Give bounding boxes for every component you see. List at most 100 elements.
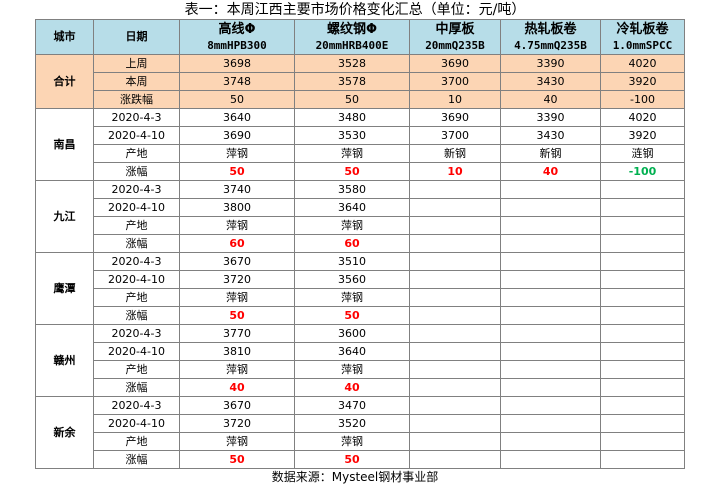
table-row: 产地 萍钢 萍钢 xyxy=(36,216,685,235)
summary-value: 3748 xyxy=(179,72,295,91)
price-value: 3670 xyxy=(179,396,295,415)
change-value: 40 xyxy=(500,162,601,181)
price-value: 3690 xyxy=(179,126,295,145)
price-value xyxy=(600,414,685,433)
row-label: 2020-4-3 xyxy=(93,324,180,343)
price-value: 萍钢 xyxy=(179,216,295,235)
price-value: 3530 xyxy=(294,126,410,145)
price-value: 3640 xyxy=(294,198,410,217)
price-value xyxy=(500,396,601,415)
price-value: 3520 xyxy=(294,414,410,433)
price-value xyxy=(500,432,601,451)
row-label: 涨幅 xyxy=(93,450,180,469)
price-value: 3390 xyxy=(500,108,601,127)
table-row: 产地 萍钢 萍钢 新钢 新钢 涟钢 xyxy=(36,144,685,163)
header-product-1: 高线Φ 8mmHPB300 xyxy=(179,19,295,55)
table-row: 2020-4-10 3690 3530 3700 3430 3920 xyxy=(36,126,685,145)
table-row: 新余 2020-4-3 3670 3470 xyxy=(35,396,685,469)
price-value: 萍钢 xyxy=(294,360,410,379)
table-row: 涨幅 50 50 xyxy=(36,306,685,325)
table-row: 2020-4-10 3810 3640 xyxy=(36,342,685,361)
row-label: 2020-4-3 xyxy=(93,396,180,415)
price-value: 3470 xyxy=(294,396,410,415)
summary-label: 合计 xyxy=(35,54,94,109)
table-row: 产地 萍钢 萍钢 xyxy=(36,288,685,307)
price-value: 新钢 xyxy=(500,144,601,163)
change-value xyxy=(409,450,501,469)
price-value xyxy=(500,414,601,433)
price-value: 3580 xyxy=(294,180,410,199)
change-value: 50 xyxy=(179,450,295,469)
header-date: 日期 xyxy=(93,19,180,55)
summary-value: 3920 xyxy=(600,72,685,91)
change-value: 50 xyxy=(179,306,295,325)
table-row: 2020-4-10 3800 3640 xyxy=(36,198,685,217)
table-row: 产地 萍钢 萍钢 xyxy=(36,360,685,379)
price-value xyxy=(409,360,501,379)
change-value xyxy=(600,378,685,397)
table-row: 涨幅 40 40 xyxy=(36,378,685,397)
price-value: 新钢 xyxy=(409,144,501,163)
change-value xyxy=(500,450,601,469)
price-value: 3640 xyxy=(179,108,295,127)
price-value xyxy=(500,342,601,361)
table-row: 南昌 2020-4-3 3640 3480 3690 3390 4020 xyxy=(35,108,685,181)
header-product-4: 热轧板卷 4.75mmQ235B xyxy=(500,19,601,55)
price-value xyxy=(500,270,601,289)
header-product-5: 冷轧板卷 1.0mmSPCC xyxy=(600,19,685,55)
row-label: 产地 xyxy=(93,216,180,235)
price-value: 3720 xyxy=(179,270,295,289)
row-label: 涨幅 xyxy=(93,306,180,325)
price-value: 3670 xyxy=(179,252,295,271)
summary-value: 10 xyxy=(409,90,501,109)
product-spec: 20mmHRB400E xyxy=(315,38,389,52)
row-label: 2020-4-3 xyxy=(93,180,180,199)
price-value: 4020 xyxy=(600,108,685,127)
row-label: 涨跌幅 xyxy=(93,90,180,109)
change-value: 50 xyxy=(294,450,410,469)
table-row: 产地 萍钢 萍钢 xyxy=(36,432,685,451)
table-row: 2020-4-10 3720 3520 xyxy=(36,414,685,433)
price-value xyxy=(409,198,501,217)
price-value xyxy=(409,414,501,433)
product-name: 螺纹钢Φ xyxy=(326,21,378,37)
price-value xyxy=(409,180,501,199)
price-value xyxy=(409,324,501,343)
price-value xyxy=(409,342,501,361)
price-value: 涟钢 xyxy=(600,144,685,163)
price-value: 3640 xyxy=(294,342,410,361)
summary-value: 3698 xyxy=(179,54,295,73)
city-name: 赣州 xyxy=(35,324,94,397)
price-value: 萍钢 xyxy=(294,288,410,307)
price-value xyxy=(409,252,501,271)
row-label: 产地 xyxy=(93,432,180,451)
table-row: 鹰潭 2020-4-3 3670 3510 xyxy=(35,252,685,325)
price-value xyxy=(409,288,501,307)
product-spec: 1.0mmSPCC xyxy=(612,38,673,52)
price-value: 3690 xyxy=(409,108,501,127)
price-value xyxy=(600,198,685,217)
summary-row: 涨跌幅 50 50 10 40 -100 xyxy=(36,90,685,109)
product-name: 热轧板卷 xyxy=(524,21,577,37)
price-table: 城市 日期 高线Φ 8mmHPB300 螺纹钢Φ 20mmHRB400E 中厚板… xyxy=(35,19,685,469)
row-label: 涨幅 xyxy=(93,162,180,181)
price-value xyxy=(600,396,685,415)
summary-value: -100 xyxy=(600,90,685,109)
change-value: 60 xyxy=(179,234,295,253)
table-row: 赣州 2020-4-3 3770 3600 xyxy=(35,324,685,397)
row-label: 产地 xyxy=(93,288,180,307)
row-label: 2020-4-10 xyxy=(93,342,180,361)
change-value xyxy=(409,234,501,253)
summary-row: 本周 3748 3578 3700 3430 3920 xyxy=(36,72,685,91)
price-value xyxy=(500,288,601,307)
change-value: 10 xyxy=(409,162,501,181)
summary-value: 3690 xyxy=(409,54,501,73)
price-value: 3700 xyxy=(409,126,501,145)
product-spec: 20mmQ235B xyxy=(425,38,485,52)
price-value: 3720 xyxy=(179,414,295,433)
change-value xyxy=(409,378,501,397)
change-value: 50 xyxy=(294,162,410,181)
city-name: 鹰潭 xyxy=(35,252,94,325)
price-value: 3810 xyxy=(179,342,295,361)
summary-value: 3390 xyxy=(500,54,601,73)
